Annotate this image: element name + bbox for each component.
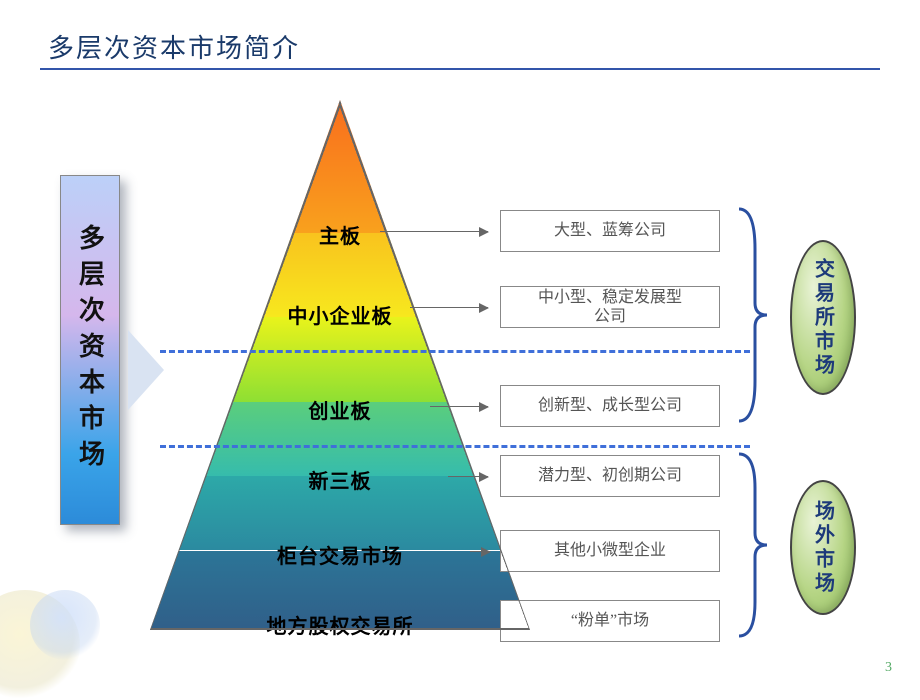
oval-label-1: 场外市场 (809, 500, 838, 596)
desc-box-4: 其他小微型企业 (500, 530, 720, 572)
brace-0 (735, 205, 769, 425)
pyramid-label-1: 中小企业板 (150, 300, 530, 329)
slide-title: 多层次资本市场简介 (48, 28, 300, 65)
dashed-divider-1 (160, 445, 750, 448)
pyramid-label-3: 新三板 (150, 465, 530, 494)
desc-box-2: 创新型、成长型公司 (500, 385, 720, 427)
desc-box-5: “粉单”市场 (500, 600, 720, 642)
title-underline (40, 68, 880, 70)
pyramid-label-4: 柜台交易市场 (150, 540, 530, 569)
pyramid-seg-2 (150, 317, 530, 402)
page-number: 3 (885, 660, 892, 676)
desc-box-1: 中小型、稳定发展型公司 (500, 286, 720, 328)
pyramid-label-0: 主板 (150, 220, 530, 249)
pyramid-seg-0 (150, 100, 530, 233)
oval-1: 场外市场 (790, 480, 856, 615)
oval-0: 交易所市场 (790, 240, 856, 395)
desc-box-0: 大型、蓝筹公司 (500, 210, 720, 252)
pyramid-label-5: 地方股权交易所 (150, 610, 530, 639)
dashed-divider-0 (160, 350, 750, 353)
oval-label-0: 交易所市场 (809, 258, 838, 378)
desc-box-3: 潜力型、初创期公司 (500, 455, 720, 497)
left-label-text: 多层次资本市场 (72, 224, 109, 476)
decor-circle-2 (30, 590, 100, 660)
brace-1 (735, 450, 769, 640)
pyramid-label-2: 创业板 (150, 395, 530, 424)
left-label-bar: 多层次资本市场 (60, 175, 120, 525)
